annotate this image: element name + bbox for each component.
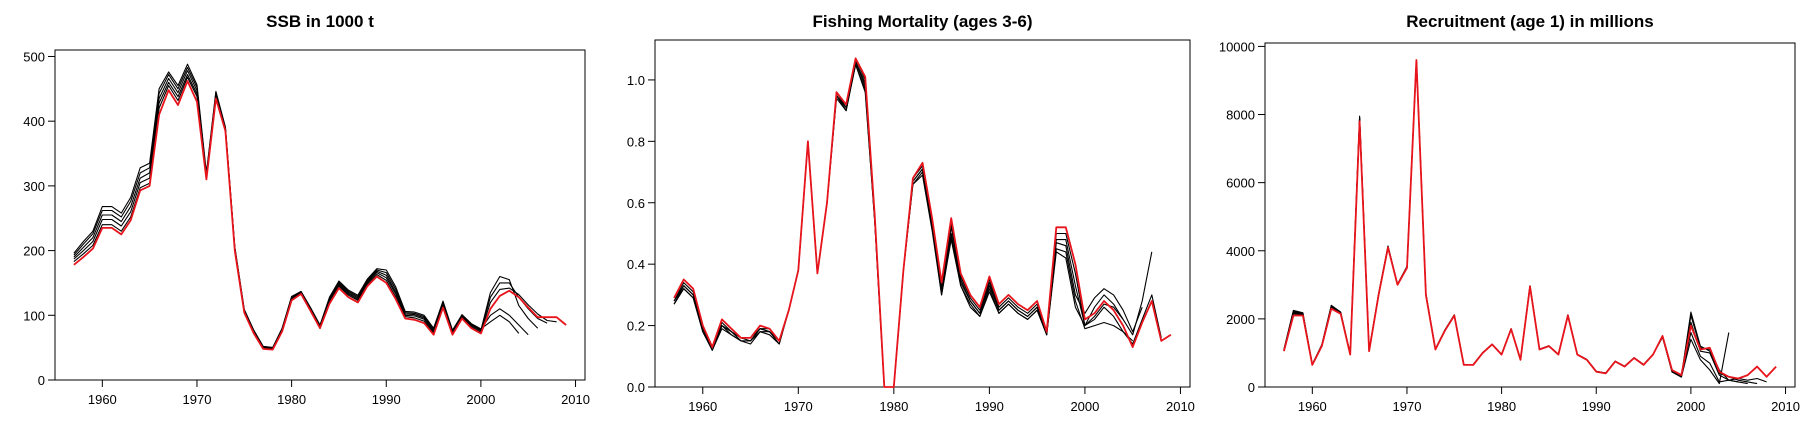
x-tick-label: 1980: [1487, 399, 1516, 414]
x-tick-label: 1970: [1393, 399, 1422, 414]
x-tick-label: 1990: [372, 392, 401, 407]
chart-title: Recruitment (age 1) in millions: [1406, 12, 1654, 31]
fishing-mortality-chart: Fishing Mortality (ages 3-6) 1960 1970 1980…: [627, 12, 1195, 414]
retrospective-series-line-3: [1283, 59, 1748, 385]
x-tick-label: 1970: [183, 392, 212, 407]
y-tick-label: 300: [23, 179, 45, 194]
retrospective-series-line-4: [1283, 59, 1739, 383]
y-tick-label: 2000: [1226, 312, 1255, 327]
y-tick-label: 0.2: [627, 319, 645, 334]
x-tick-label: 1980: [879, 399, 908, 414]
x-tick-label: 1970: [784, 399, 813, 414]
y-tick-label: 0.8: [627, 134, 645, 149]
plot-frame: [54, 49, 586, 381]
x-tick-label: 1990: [1582, 399, 1611, 414]
y-tick-label: 0.0: [627, 380, 645, 395]
x-tick-label: 2000: [466, 392, 495, 407]
recruitment-panel: Recruitment (age 1) in millions 1960 1970 1…: [1200, 0, 1800, 440]
y-tick-label: 1.0: [627, 73, 645, 88]
x-tick-label: 1990: [975, 399, 1004, 414]
y-tick-label: 8000: [1226, 108, 1255, 123]
chart-title: SSB in 1000 t: [266, 12, 374, 31]
chart-title: Fishing Mortality (ages 3-6): [812, 12, 1032, 31]
retrospective-series-line-3: [73, 70, 539, 349]
retrospective-series-line-4: [73, 66, 529, 349]
x-tick-label: 2000: [1676, 399, 1705, 414]
ssb-chart: SSB in 1000 t 1960 1970 1980 1990 2000 2010 0 10…: [23, 12, 590, 407]
y-tick-label: 500: [23, 49, 45, 64]
x-tick-label: 1980: [277, 392, 306, 407]
y-tick-label: 0.4: [627, 257, 645, 272]
x-tick-label: 2010: [1771, 399, 1800, 414]
ssb-panel: SSB in 1000 t 1960 1970 1980 1990 2000 2010 0 10…: [0, 0, 600, 440]
x-tick-label: 1960: [688, 399, 717, 414]
final-series-line: [673, 57, 1172, 388]
y-tick-label: 200: [23, 244, 45, 259]
retrospective-series-line-1: [73, 76, 557, 350]
y-tick-label: 0: [1248, 380, 1255, 395]
plot-frame: [654, 39, 1191, 388]
y-tick-label: 100: [23, 308, 45, 323]
y-tick-label: 0: [38, 373, 45, 388]
x-tick-label: 2000: [1070, 399, 1099, 414]
y-tick-label: 10000: [1219, 39, 1255, 54]
x-tick-label: 2010: [561, 392, 590, 407]
y-tick-label: 0.6: [627, 196, 645, 211]
x-tick-label: 1960: [88, 392, 117, 407]
recruitment-chart: Recruitment (age 1) in millions 1960 1970 1…: [1219, 12, 1800, 414]
x-tick-label: 2010: [1166, 399, 1195, 414]
final-series-line: [1283, 59, 1777, 380]
fishing-mortality-panel: Fishing Mortality (ages 3-6) 1960 1970 1980…: [600, 0, 1200, 440]
y-tick-label: 400: [23, 114, 45, 129]
y-tick-label: 4000: [1226, 244, 1255, 259]
retrospective-series-line-5: [73, 63, 520, 349]
final-series-line: [73, 80, 567, 351]
plot-frame: [1264, 42, 1796, 388]
x-tick-label: 1960: [1298, 399, 1327, 414]
y-tick-label: 6000: [1226, 176, 1255, 191]
